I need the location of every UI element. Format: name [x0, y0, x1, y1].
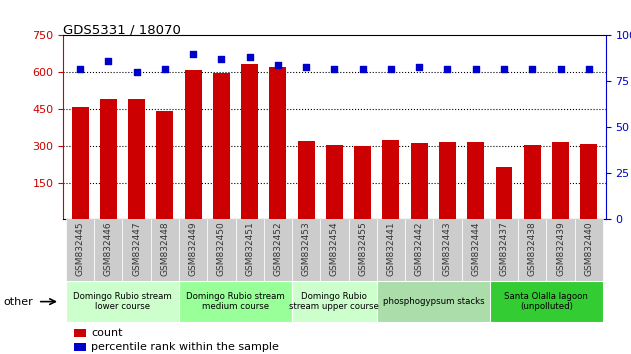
Bar — [495, 167, 512, 219]
Text: phosphogypsum stacks: phosphogypsum stacks — [382, 297, 484, 306]
Point — [386, 66, 396, 72]
Bar — [462, 219, 490, 281]
Point — [103, 58, 114, 64]
Text: GSM832454: GSM832454 — [330, 221, 339, 276]
Text: GSM832449: GSM832449 — [189, 221, 198, 276]
Bar — [581, 144, 598, 219]
Point — [414, 64, 424, 69]
Bar — [269, 67, 286, 219]
Bar — [235, 219, 264, 281]
Text: Domingo Rubio stream
medium course: Domingo Rubio stream medium course — [186, 292, 285, 312]
Bar — [156, 112, 174, 219]
Text: GSM832452: GSM832452 — [273, 221, 283, 276]
Text: GSM832443: GSM832443 — [443, 221, 452, 276]
Text: percentile rank within the sample: percentile rank within the sample — [91, 342, 279, 352]
Bar — [292, 219, 321, 281]
Bar — [71, 107, 88, 219]
Text: GSM832441: GSM832441 — [386, 221, 396, 276]
Bar — [575, 219, 603, 281]
Text: GSM832442: GSM832442 — [415, 221, 424, 276]
Bar — [74, 329, 86, 337]
Point — [131, 69, 141, 75]
Bar — [213, 73, 230, 219]
Point — [329, 66, 339, 72]
Point — [499, 66, 509, 72]
Bar — [490, 281, 603, 322]
Bar — [207, 219, 235, 281]
Bar — [66, 281, 179, 322]
Point — [471, 66, 481, 72]
Bar — [321, 219, 348, 281]
Bar — [468, 142, 484, 219]
Point — [442, 66, 452, 72]
Bar — [298, 141, 315, 219]
Point — [188, 51, 198, 57]
Text: GSM832444: GSM832444 — [471, 221, 480, 276]
Bar — [94, 219, 122, 281]
Point — [273, 62, 283, 68]
Text: Santa Olalla lagoon
(unpolluted): Santa Olalla lagoon (unpolluted) — [504, 292, 588, 312]
Text: other: other — [3, 297, 33, 307]
Bar — [151, 219, 179, 281]
Text: GSM832437: GSM832437 — [500, 221, 509, 276]
Point — [75, 66, 85, 72]
Bar — [241, 64, 258, 219]
Bar — [439, 142, 456, 219]
Text: count: count — [91, 328, 123, 338]
Text: GSM832439: GSM832439 — [556, 221, 565, 276]
Bar — [179, 219, 207, 281]
Point — [528, 66, 538, 72]
Point — [301, 64, 311, 69]
Bar — [100, 99, 117, 219]
Text: GDS5331 / 18070: GDS5331 / 18070 — [63, 23, 181, 36]
Bar — [546, 219, 575, 281]
Bar — [74, 343, 86, 352]
Text: GSM832450: GSM832450 — [217, 221, 226, 276]
Bar — [411, 143, 428, 219]
Bar — [66, 219, 94, 281]
Bar — [377, 281, 490, 322]
Point — [216, 57, 227, 62]
Bar — [185, 70, 201, 219]
Bar — [433, 219, 462, 281]
Bar — [179, 281, 292, 322]
Bar — [490, 219, 518, 281]
Bar — [264, 219, 292, 281]
Bar — [354, 146, 371, 219]
Text: GSM832446: GSM832446 — [104, 221, 113, 276]
Text: GSM832453: GSM832453 — [302, 221, 310, 276]
Text: GSM832438: GSM832438 — [528, 221, 537, 276]
Bar — [405, 219, 433, 281]
Bar — [382, 140, 399, 219]
Bar — [128, 99, 145, 219]
Point — [160, 66, 170, 72]
Point — [584, 66, 594, 72]
Point — [555, 66, 565, 72]
Bar — [122, 219, 151, 281]
Bar — [348, 219, 377, 281]
Text: GSM832451: GSM832451 — [245, 221, 254, 276]
Text: GSM832445: GSM832445 — [76, 221, 85, 276]
Point — [245, 55, 255, 60]
Bar — [377, 219, 405, 281]
Text: Domingo Rubio
stream upper course: Domingo Rubio stream upper course — [290, 292, 379, 312]
Text: GSM832447: GSM832447 — [132, 221, 141, 276]
Text: GSM832440: GSM832440 — [584, 221, 593, 276]
Point — [358, 66, 368, 72]
Bar — [524, 145, 541, 219]
Bar — [518, 219, 546, 281]
Bar — [552, 142, 569, 219]
Bar — [292, 281, 377, 322]
Text: GSM832448: GSM832448 — [160, 221, 169, 276]
Text: Domingo Rubio stream
lower course: Domingo Rubio stream lower course — [73, 292, 172, 312]
Text: GSM832455: GSM832455 — [358, 221, 367, 276]
Bar — [326, 145, 343, 219]
